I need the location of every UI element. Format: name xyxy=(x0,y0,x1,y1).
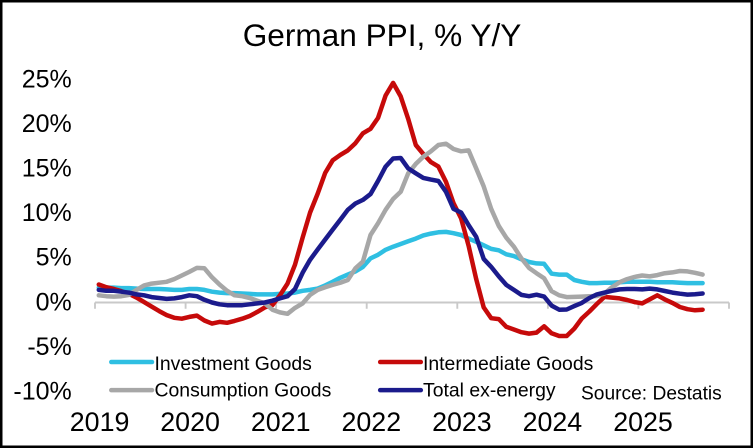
svg-text:15%: 15% xyxy=(22,155,72,183)
svg-text:German PPI, % Y/Y: German PPI, % Y/Y xyxy=(243,17,522,53)
svg-text:Consumption Goods: Consumption Goods xyxy=(155,379,332,401)
svg-text:-5%: -5% xyxy=(27,333,71,361)
svg-text:Intermediate Goods: Intermediate Goods xyxy=(423,353,593,375)
svg-text:Total ex-energy: Total ex-energy xyxy=(423,379,556,401)
svg-text:10%: 10% xyxy=(22,199,72,227)
svg-text:Source: Destatis: Source: Destatis xyxy=(581,384,722,405)
svg-text:Investment Goods: Investment Goods xyxy=(155,353,312,375)
svg-text:5%: 5% xyxy=(36,244,72,272)
svg-text:2025: 2025 xyxy=(613,407,673,437)
svg-text:2021: 2021 xyxy=(251,407,311,437)
svg-text:2023: 2023 xyxy=(432,407,492,437)
svg-text:2020: 2020 xyxy=(160,407,220,437)
svg-text:-10%: -10% xyxy=(13,377,71,405)
svg-text:25%: 25% xyxy=(22,66,72,94)
svg-text:0%: 0% xyxy=(36,288,72,316)
svg-text:2019: 2019 xyxy=(70,407,130,437)
svg-text:20%: 20% xyxy=(22,110,72,138)
svg-text:2024: 2024 xyxy=(523,407,583,437)
svg-text:2022: 2022 xyxy=(341,407,401,437)
